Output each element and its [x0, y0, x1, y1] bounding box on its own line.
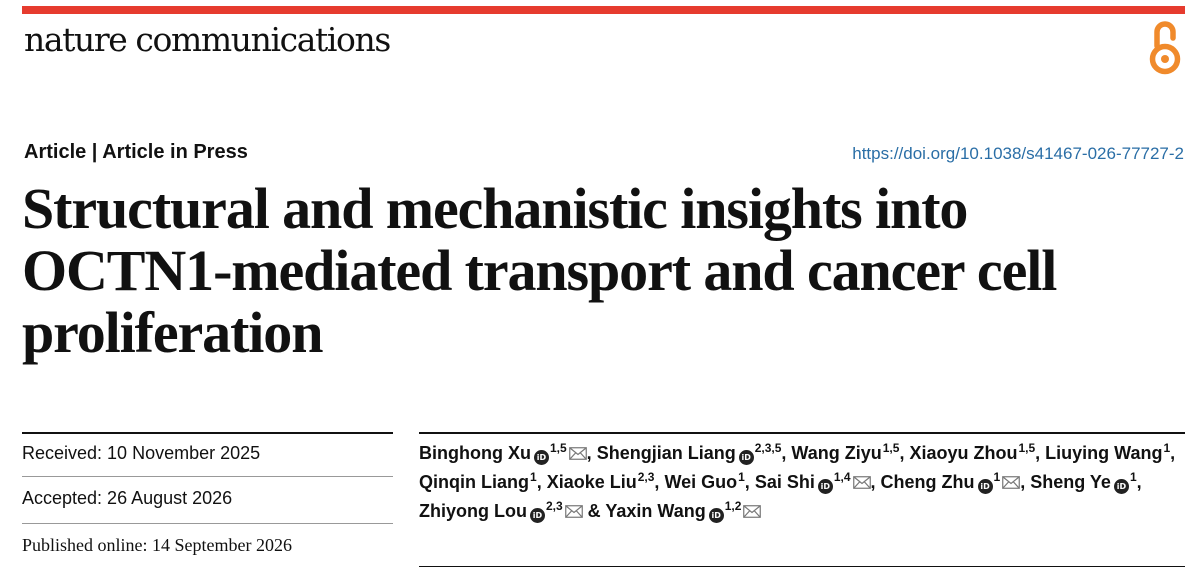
author-separator: , — [536, 472, 547, 492]
article-title: Structural and mechanistic insights into… — [22, 176, 1057, 365]
author-separator: , — [1035, 443, 1046, 463]
affiliation-number[interactable]: 1,5 — [882, 441, 900, 455]
author[interactable]: Wang Ziyu1,5 — [791, 441, 900, 463]
divider — [419, 432, 1185, 434]
orcid-icon[interactable]: iD — [708, 508, 724, 523]
author-separator: , — [1020, 472, 1031, 492]
author-name[interactable]: Qinqin Liang — [419, 472, 529, 492]
author[interactable]: Zhiyong Lou iD2,3 — [419, 499, 583, 523]
published-date: Published online: 14 September 2026 — [22, 535, 292, 555]
affiliation-number[interactable]: 1,5 — [549, 441, 567, 455]
orcid-icon[interactable]: iD — [977, 479, 993, 494]
affiliation-number[interactable]: 1 — [530, 470, 537, 484]
author-name[interactable]: Binghong Xu — [419, 443, 531, 463]
affiliation-number[interactable]: 1,2 — [724, 499, 742, 513]
author-name[interactable]: Zhiyong Lou — [419, 501, 527, 521]
divider — [22, 476, 393, 477]
author-separator: , — [899, 443, 910, 463]
affiliation-number[interactable]: 2,3 — [545, 499, 563, 513]
author[interactable]: Xiaoke Liu2,3 — [546, 470, 655, 492]
journal-name[interactable]: nature communications — [24, 20, 391, 59]
orcid-icon[interactable]: iD — [817, 479, 833, 494]
received-date: Received: 10 November 2025 — [22, 443, 261, 463]
author-separator: , — [1136, 472, 1142, 492]
affiliation-number[interactable]: 1 — [1163, 441, 1171, 455]
affiliation-number[interactable]: 2,3 — [637, 470, 655, 484]
author-separator: , — [870, 472, 881, 492]
author-name[interactable]: Xiaoke Liu — [546, 472, 637, 492]
author-name[interactable]: Xiaoyu Zhou — [909, 443, 1018, 463]
orcid-icon[interactable]: iD — [1113, 479, 1129, 494]
author-list: Binghong Xu iD1,5, Shengjian Liang iD2,3,5… — [419, 439, 1189, 526]
author-name[interactable]: Shengjian Liang — [596, 443, 736, 463]
author-separator: , — [744, 472, 755, 492]
author[interactable]: Cheng Zhu iD1 — [880, 470, 1021, 494]
affiliation-number[interactable]: 1 — [993, 470, 1001, 484]
doi-link[interactable]: https://doi.org/10.1038/s41467-026-77727… — [852, 144, 1184, 163]
author-name[interactable]: Liuying Wang — [1045, 443, 1163, 463]
envelope-icon[interactable] — [568, 447, 587, 460]
author[interactable]: Qinqin Liang1 — [419, 470, 537, 492]
author[interactable]: Sai Shi iD1,4 — [754, 470, 871, 494]
author-name[interactable]: Cheng Zhu — [880, 472, 975, 492]
envelope-icon[interactable] — [1002, 476, 1021, 489]
brand-bar — [22, 6, 1185, 14]
affiliation-number[interactable]: 1,5 — [1018, 441, 1036, 455]
envelope-icon[interactable] — [564, 505, 583, 518]
orcid-icon[interactable]: iD — [529, 508, 545, 523]
affiliation-number[interactable]: 1,4 — [833, 470, 851, 484]
author[interactable]: Binghong Xu iD1,5 — [419, 441, 587, 465]
envelope-icon[interactable] — [743, 505, 762, 518]
author[interactable]: Liuying Wang1 — [1045, 441, 1171, 463]
article-type: Article | Article in Press — [24, 141, 248, 163]
author-separator: , — [781, 443, 792, 463]
author[interactable]: Shengjian Liang iD2,3,5 — [596, 441, 782, 465]
accepted-date: Accepted: 26 August 2026 — [22, 488, 233, 508]
author[interactable]: Yaxin Wang iD1,2 — [605, 499, 762, 523]
affiliation-number[interactable]: 1 — [1129, 470, 1137, 484]
divider — [22, 523, 393, 524]
orcid-icon[interactable]: iD — [533, 450, 549, 465]
author-separator: & — [582, 501, 606, 521]
divider — [22, 432, 393, 434]
affiliation-number[interactable]: 1 — [738, 470, 745, 484]
author-name[interactable]: Sheng Ye — [1030, 472, 1111, 492]
author-name[interactable]: Yaxin Wang — [605, 501, 706, 521]
divider — [419, 566, 1185, 567]
author-name[interactable]: Wei Guo — [664, 472, 738, 492]
author[interactable]: Wei Guo1 — [664, 470, 745, 492]
open-access-lock-icon[interactable] — [1145, 18, 1185, 76]
author-separator: , — [1170, 443, 1176, 463]
author-name[interactable]: Sai Shi — [754, 472, 815, 492]
orcid-icon[interactable]: iD — [738, 450, 754, 465]
affiliation-number[interactable]: 2,3,5 — [754, 441, 782, 455]
envelope-icon[interactable] — [852, 476, 871, 489]
author-name[interactable]: Wang Ziyu — [791, 443, 882, 463]
author-separator: , — [586, 443, 597, 463]
author-separator: , — [654, 472, 665, 492]
author[interactable]: Xiaoyu Zhou1,5 — [909, 441, 1036, 463]
author[interactable]: Sheng Ye iD1 — [1030, 470, 1137, 494]
